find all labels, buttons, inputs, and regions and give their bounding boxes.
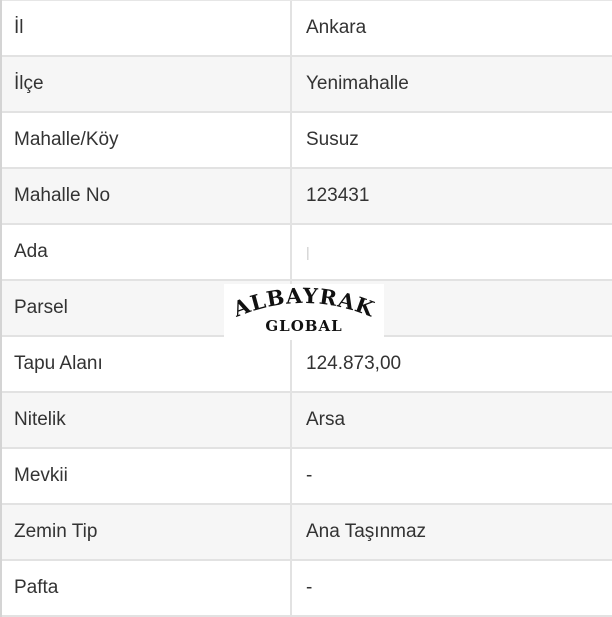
row-label: Nitelik bbox=[2, 393, 292, 447]
row-label: Mahalle/Köy bbox=[2, 113, 292, 167]
row-value: Arsa bbox=[306, 409, 346, 430]
row-value: 123431 bbox=[306, 185, 370, 206]
row-label: Pafta bbox=[2, 561, 292, 615]
table-row-nitelik: Nitelik Arsa bbox=[2, 393, 612, 449]
row-value: Ankara bbox=[306, 17, 367, 38]
table-row-mahalle-no: Mahalle No 123431 bbox=[2, 169, 612, 225]
row-value: Susuz bbox=[306, 129, 359, 150]
row-value: 124.873,00 bbox=[306, 353, 402, 374]
row-label: Zemin Tip bbox=[2, 505, 292, 559]
row-label: Tapu Alanı bbox=[2, 337, 292, 391]
albayrak-global-watermark-logo: ALBAYRAK GLOBAL bbox=[224, 283, 384, 340]
table-row-mahalle-koy: Mahalle/Köy Susuz bbox=[2, 113, 612, 169]
row-label: Mevkii bbox=[2, 449, 292, 503]
row-label: Ada bbox=[2, 225, 292, 279]
table-row-tapu-alani: Tapu Alanı 124.873,00 bbox=[2, 337, 612, 393]
table-row-mevkii: Mevkii - bbox=[2, 449, 612, 505]
row-label: İl bbox=[2, 1, 292, 55]
table-row-pafta: Pafta - bbox=[2, 561, 612, 617]
logo-line2: GLOBAL bbox=[265, 317, 342, 335]
table-row-ada: Ada | bbox=[2, 225, 612, 281]
row-value: Ana Taşınmaz bbox=[306, 521, 427, 542]
table-row-ilce: İlçe Yenimahalle bbox=[2, 57, 612, 113]
row-label: İlçe bbox=[2, 57, 292, 111]
table-row-zemin-tip: Zemin Tip Ana Taşınmaz bbox=[2, 505, 612, 561]
row-label: Mahalle No bbox=[2, 169, 292, 223]
table-row-il: İl Ankara bbox=[2, 0, 612, 57]
row-value: | bbox=[306, 244, 310, 260]
row-value: Yenimahalle bbox=[306, 73, 409, 94]
row-value: - bbox=[306, 465, 313, 486]
row-value: - bbox=[306, 577, 313, 598]
